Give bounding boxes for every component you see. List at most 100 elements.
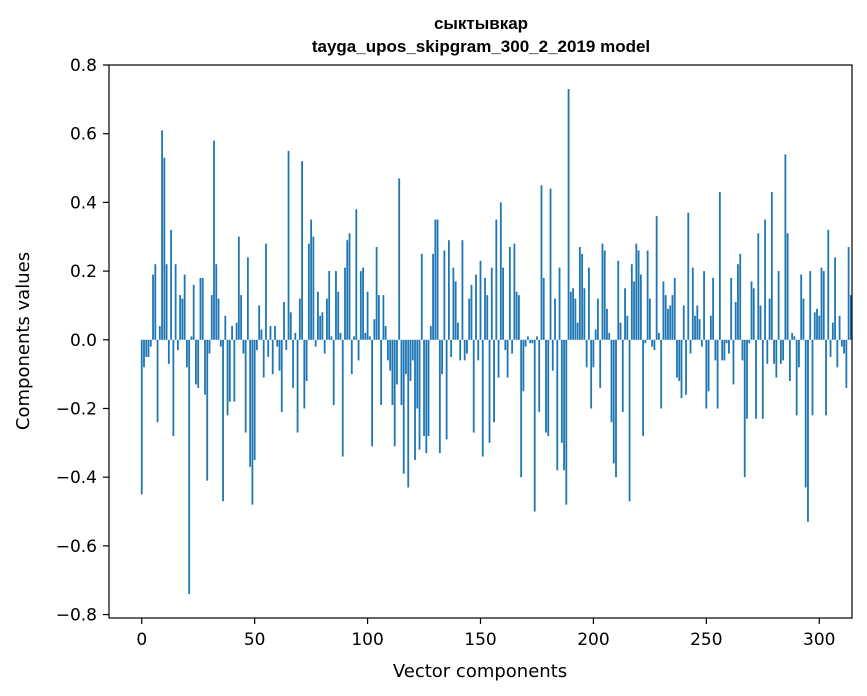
bar-206: [606, 308, 608, 340]
bar-187: [563, 339, 565, 471]
y-tick-label-3: −0.2: [56, 399, 97, 419]
bar-66: [289, 312, 292, 340]
bar-261: [730, 277, 733, 340]
bar-133: [441, 339, 444, 375]
bar-6: [154, 264, 157, 340]
bar-89: [341, 339, 344, 457]
bar-175: [536, 336, 538, 340]
bar-189: [567, 89, 570, 340]
y-tick-label-5: 0.2: [70, 262, 97, 282]
bar-235: [671, 295, 674, 340]
bar-93: [350, 339, 353, 375]
bar-274: [759, 305, 762, 340]
bar-169: [522, 339, 525, 392]
bar-99: [364, 332, 367, 340]
bar-173: [531, 339, 534, 344]
bar-108: [384, 326, 387, 340]
x-axis-ticks: 0 50 100 150 200 250 300: [136, 618, 835, 650]
bar-295: [807, 339, 809, 522]
x-axis-label: Vector components: [393, 661, 567, 682]
bar-301: [820, 267, 823, 340]
bar-119: [409, 339, 412, 381]
bar-79: [319, 315, 322, 340]
bar-219: [635, 243, 638, 340]
bar-162: [506, 339, 509, 378]
bar-31: [210, 295, 213, 340]
bar-118: [407, 339, 410, 488]
bar-224: [646, 250, 649, 340]
bar-151: [481, 339, 484, 457]
bar-247: [698, 319, 701, 340]
bar-294: [804, 339, 807, 488]
bar-212: [619, 322, 622, 340]
bar-126: [425, 339, 428, 454]
bar-28: [204, 339, 206, 395]
bar-207: [608, 332, 611, 340]
bar-282: [777, 271, 780, 340]
bar-55: [265, 243, 267, 340]
bar-134: [443, 250, 446, 340]
bar-172: [529, 339, 532, 344]
bar-200: [592, 339, 595, 368]
bar-218: [633, 281, 635, 340]
bar-8: [158, 326, 161, 340]
bar-94: [353, 336, 355, 340]
bar-179: [545, 339, 547, 433]
bar-251: [707, 339, 710, 392]
bar-30: [208, 339, 211, 354]
bar-168: [520, 339, 523, 478]
bar-7: [156, 339, 159, 423]
bar-40: [231, 326, 233, 340]
bar-37: [224, 315, 227, 340]
bar-220: [637, 250, 640, 340]
bar-80: [321, 312, 324, 340]
y-axis-label: Components values: [13, 252, 34, 430]
bar-310: [840, 339, 843, 347]
bar-71: [301, 161, 303, 340]
bar-24: [195, 339, 197, 385]
bar-211: [617, 260, 620, 340]
bar-9: [161, 130, 163, 340]
bar-22: [190, 336, 193, 340]
bar-199: [590, 339, 593, 409]
bar-81: [323, 339, 326, 354]
y-tick-label-6: 0.4: [70, 193, 97, 213]
plot-frame: [108, 64, 853, 619]
bar-244: [691, 267, 694, 340]
bar-73: [305, 339, 308, 381]
bar-143: [463, 339, 466, 361]
bar-21: [188, 339, 191, 594]
bar-254: [714, 339, 717, 361]
bar-0: [140, 339, 143, 495]
bar-296: [809, 271, 812, 340]
bar-146: [470, 284, 473, 340]
bar-19: [183, 274, 186, 340]
bar-217: [630, 264, 633, 340]
bar-139: [454, 281, 457, 340]
bar-166: [515, 291, 518, 340]
bar-233: [667, 308, 669, 340]
bar-283: [779, 339, 782, 364]
bar-87: [337, 291, 340, 340]
bar-72: [303, 339, 306, 409]
bar-221: [639, 274, 642, 340]
bar-116: [402, 339, 405, 474]
bar-42: [235, 322, 238, 340]
bar-195: [581, 253, 584, 340]
bar-241: [685, 339, 687, 395]
bar-205: [603, 250, 606, 340]
bar-268: [746, 339, 748, 419]
bar-1: [143, 339, 145, 368]
bar-242: [687, 212, 690, 340]
bar-277: [766, 339, 769, 364]
bar-267: [743, 339, 746, 478]
bar-49: [251, 339, 254, 505]
bar-213: [621, 339, 624, 412]
bar-15: [174, 264, 177, 340]
bar-97: [359, 271, 362, 340]
bar-216: [628, 339, 631, 502]
bar-239: [680, 339, 683, 399]
bar-250: [705, 339, 708, 409]
bar-260: [728, 339, 730, 354]
